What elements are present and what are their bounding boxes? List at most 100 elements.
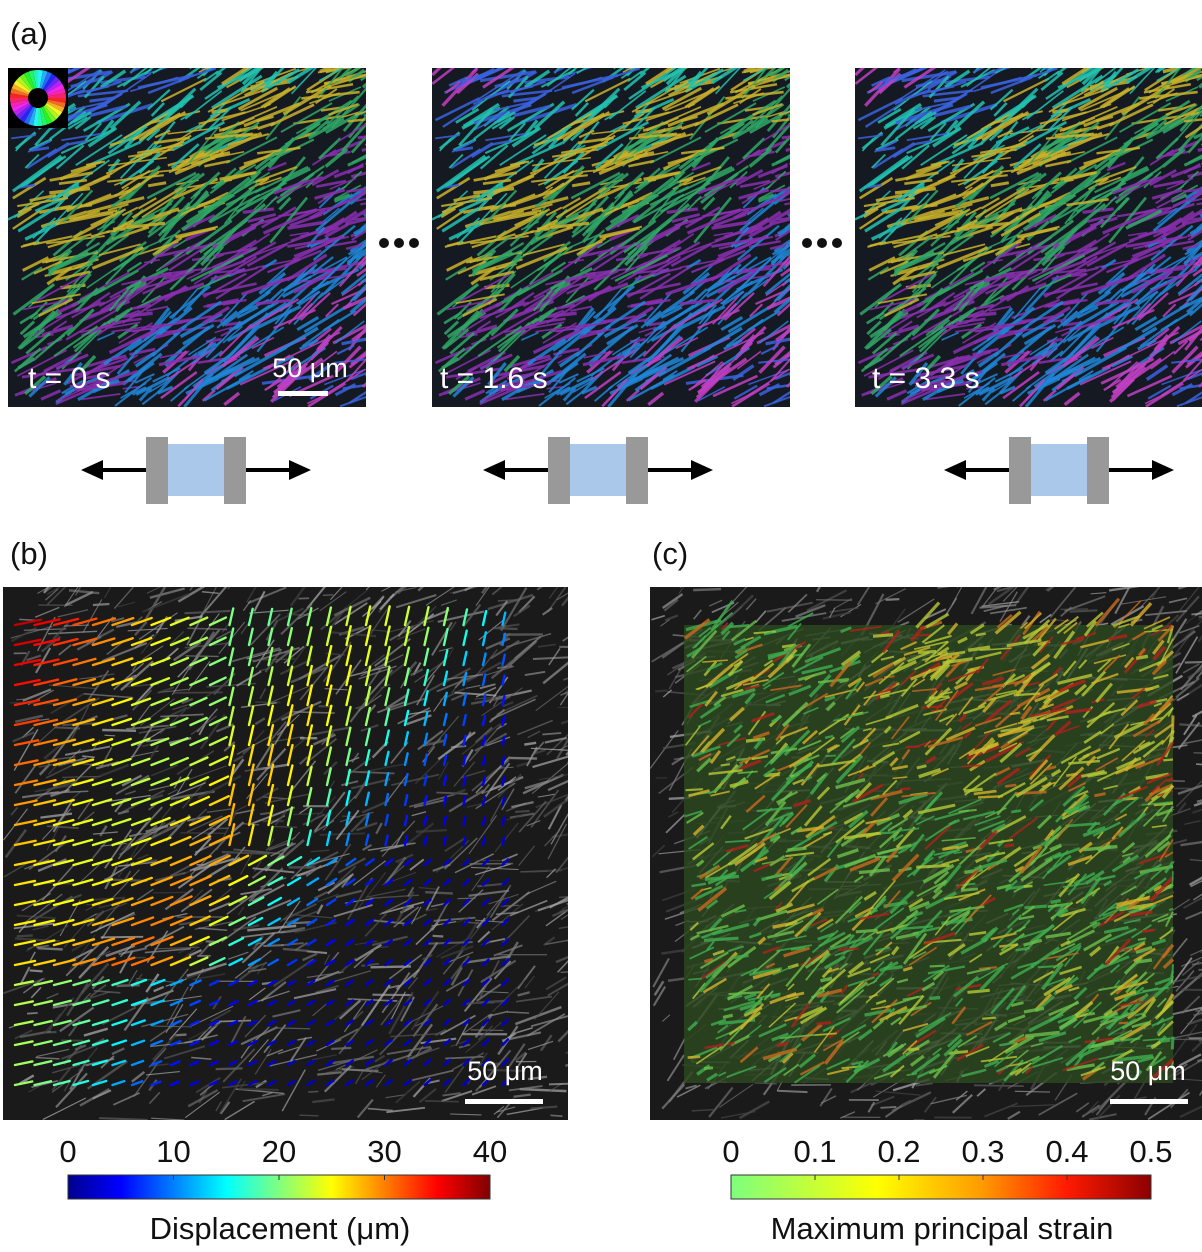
fiber bbox=[784, 195, 833, 204]
fiber bbox=[364, 323, 382, 340]
micrograph bbox=[855, 33, 1202, 407]
displacement-vector bbox=[464, 817, 466, 825]
fiber bbox=[817, 553, 839, 592]
fiber bbox=[189, 43, 222, 68]
fiber bbox=[360, 195, 409, 204]
fiber bbox=[366, 374, 385, 383]
fiber bbox=[788, 276, 823, 300]
fiber bbox=[790, 325, 812, 340]
fiber bbox=[974, 1085, 1024, 1086]
displacement-vector bbox=[464, 837, 466, 845]
fiber bbox=[239, 1089, 279, 1090]
fiber bbox=[364, 187, 416, 216]
fiber bbox=[565, 762, 595, 801]
fiber bbox=[509, 758, 537, 759]
fiber bbox=[176, 570, 195, 587]
fiber bbox=[566, 737, 580, 755]
displacement-vector bbox=[483, 797, 485, 805]
fiber bbox=[365, 257, 398, 282]
fiber bbox=[364, 276, 399, 300]
fiber bbox=[558, 707, 578, 708]
fiber bbox=[362, 140, 411, 150]
fiber bbox=[425, 1101, 459, 1102]
fiber bbox=[361, 197, 397, 229]
fiber bbox=[787, 263, 818, 302]
fiber bbox=[366, 116, 400, 146]
fiber bbox=[550, 1115, 562, 1116]
fiber bbox=[365, 257, 390, 271]
images bbox=[3, 33, 1202, 1120]
fiber bbox=[272, 827, 297, 828]
fiber bbox=[370, 966, 410, 967]
displacement-vector bbox=[503, 777, 505, 785]
fiber bbox=[175, 1035, 186, 1036]
fiber bbox=[789, 257, 814, 271]
fiber bbox=[786, 140, 835, 150]
fiber bbox=[472, 40, 513, 73]
fiber bbox=[1031, 43, 1064, 68]
fiber bbox=[785, 54, 826, 80]
fiber bbox=[228, 571, 246, 588]
displacement-vector bbox=[503, 837, 505, 845]
micrograph bbox=[8, 40, 416, 407]
fiber bbox=[788, 187, 840, 216]
color-wheel-hole bbox=[28, 88, 48, 108]
fiber bbox=[787, 64, 815, 87]
fiber bbox=[786, 200, 825, 214]
fiber bbox=[216, 1021, 251, 1022]
fiber bbox=[105, 735, 116, 736]
fiber bbox=[788, 94, 822, 115]
fiber bbox=[30, 970, 43, 971]
fiber bbox=[27, 1013, 38, 1014]
color-wheel bbox=[8, 68, 68, 128]
displacement-vector bbox=[503, 797, 505, 805]
fiber bbox=[153, 892, 186, 893]
fiber bbox=[425, 892, 453, 893]
fiber bbox=[207, 828, 228, 829]
displacement-vector bbox=[483, 837, 485, 845]
fiber bbox=[893, 40, 934, 73]
figure: (a) (b) (c) t = 0 s t = 1.6 s t = 3.3 s … bbox=[0, 0, 1202, 1247]
fiber bbox=[790, 374, 809, 383]
micrograph bbox=[650, 553, 1202, 1120]
fiber bbox=[363, 332, 390, 357]
fiber bbox=[567, 747, 613, 762]
fiber bbox=[365, 250, 376, 264]
fiber bbox=[567, 893, 609, 904]
fiber bbox=[568, 760, 582, 761]
fiber bbox=[308, 1091, 318, 1092]
fiber bbox=[549, 1083, 582, 1084]
fiber bbox=[101, 937, 143, 938]
fiber bbox=[787, 332, 814, 357]
fiber bbox=[363, 64, 391, 87]
fiber bbox=[790, 116, 824, 146]
fiber bbox=[342, 816, 360, 817]
fiber bbox=[492, 628, 517, 629]
fiber bbox=[216, 1068, 243, 1069]
displacement-vector bbox=[503, 817, 505, 825]
fiber bbox=[693, 589, 721, 590]
fiber bbox=[190, 552, 215, 590]
fiber bbox=[93, 604, 110, 605]
fiber bbox=[626, 60, 678, 69]
fiber bbox=[365, 148, 393, 165]
fiber bbox=[202, 60, 254, 69]
fiber bbox=[263, 945, 283, 946]
fiber bbox=[364, 94, 398, 115]
micrograph bbox=[432, 40, 840, 407]
fiber bbox=[613, 43, 646, 68]
fiber bbox=[366, 325, 388, 340]
fiber bbox=[102, 730, 136, 731]
fiber bbox=[365, 367, 408, 375]
fiber bbox=[300, 1115, 319, 1116]
fiber bbox=[789, 257, 822, 282]
fiber bbox=[515, 811, 530, 812]
fiber bbox=[788, 323, 806, 340]
fiber bbox=[116, 985, 139, 986]
fiber bbox=[789, 148, 817, 165]
fiber bbox=[277, 1028, 310, 1029]
fiber bbox=[38, 948, 63, 949]
displacement-vector bbox=[483, 817, 485, 825]
fiber bbox=[789, 250, 800, 264]
fiber bbox=[1040, 33, 1082, 72]
